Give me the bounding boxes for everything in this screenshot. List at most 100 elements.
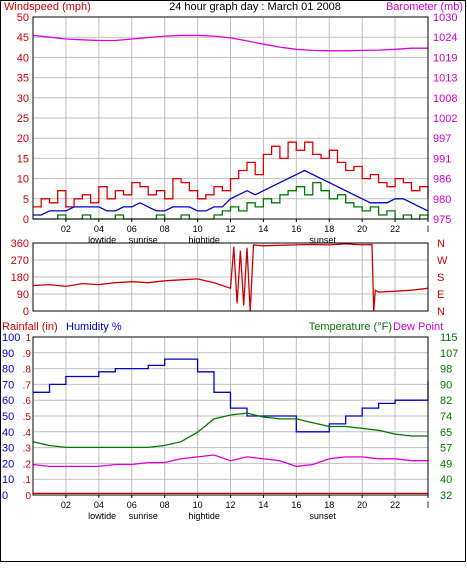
windspeed-tick-label: 30 (17, 93, 29, 105)
temperature-tick-label: 98 (440, 364, 452, 376)
rainfall-tick-label: .9 (23, 349, 32, 360)
barometer-tick-label: 991 (433, 153, 451, 165)
event-label-sunset: sunset (309, 511, 336, 521)
direction-tick-label: 90 (17, 289, 29, 301)
event-label-sunrise: sunrise (129, 235, 158, 245)
rainfall-tick-label: .5 (23, 412, 32, 423)
panel3-events: lowtide sunrise hightide sunset (88, 511, 336, 521)
direction-line (32, 243, 429, 312)
temperature-tick-label: 90 (440, 379, 452, 391)
humidity-temperature-panel: 0 .1 .2 .3 .4 .5 .6 .7 .8 .9 1 0 10 20 30 40 50 60 70 80 90… (2, 321, 458, 521)
barometer-tick-label: 997 (433, 133, 451, 145)
compass-label: N (437, 238, 445, 250)
wind_gust-line (33, 181, 429, 220)
barometer-axis: 975 980 986 991 997 1002 1008 1013 1019 1024 1030 (433, 12, 457, 226)
direction-tick-label: 270 (11, 255, 29, 267)
event-label-sunset: sunset (309, 235, 336, 245)
x-tick-label: 20 (357, 224, 367, 234)
windspeed-tick-label: 40 (17, 52, 29, 64)
x-tick-label: 04 (94, 500, 104, 510)
x-tick-label: 06 (127, 224, 137, 234)
temperature-tick-label: 74 (440, 411, 452, 423)
windspeed-axis-title: Windspeed (mph) (4, 1, 91, 13)
x-tick-label: 08 (160, 224, 170, 234)
barometer-tick-label: 1013 (433, 73, 457, 85)
event-label-hightide: hightide (188, 511, 220, 521)
x-tick-label: 22 (390, 500, 400, 510)
x-tick-label: 18 (324, 224, 334, 234)
humidity-tick-label: 70 (2, 379, 14, 391)
direction-tick-label: 360 (11, 238, 29, 250)
rainfall-tick-label: .2 (23, 459, 32, 470)
temperature-tick-label: 40 (440, 474, 452, 486)
rainfall-tick-label: .8 (23, 365, 32, 376)
windspeed-tick-label: 5 (23, 194, 29, 206)
windspeed-tick-label: 45 (17, 32, 29, 44)
x-tick-label: 12 (225, 224, 235, 234)
direction-tick-label: 180 (11, 272, 29, 284)
x-tick-label: 04 (94, 224, 104, 234)
rainfall-tick-label: .4 (23, 428, 32, 439)
humidity-tick-label: 0 (2, 490, 8, 502)
humidity-tick-label: 80 (2, 364, 14, 376)
direction-tick-label: 0 (23, 306, 29, 318)
temperature-tick-label: 82 (440, 395, 452, 407)
humidity-tick-label: 20 (2, 458, 14, 470)
barometer-tick-label: 1008 (433, 93, 457, 105)
wind_speed-line (33, 141, 429, 208)
event-label-lowtide: lowtide (88, 235, 116, 245)
barometer-axis-title: Barometer (mb) (386, 1, 463, 13)
graph-title: 24 hour graph day : March 01 2008 (169, 1, 341, 13)
windspeed-tick-label: 0 (23, 214, 29, 226)
rainfall-tick-label: 1 (25, 333, 31, 344)
x-tick-label: I (427, 224, 430, 234)
panel1-events: lowtide sunrise hightide sunset (88, 235, 336, 245)
x-tick-label: 02 (61, 224, 71, 234)
event-label-hightide: hightide (188, 235, 220, 245)
humidity-tick-label: 50 (2, 411, 14, 423)
humidity-tick-label: 60 (2, 395, 14, 407)
barometer-tick-label: 975 (433, 214, 451, 226)
barometer-line (32, 34, 428, 52)
humidity-tick-label: 10 (2, 474, 14, 486)
x-tick-label: 14 (258, 500, 268, 510)
rainfall-axis-title: Rainfall (in) (2, 321, 58, 333)
panel2-series (32, 243, 429, 312)
windspeed-tick-label: 15 (17, 153, 29, 165)
rainfall-tick-label: .7 (23, 380, 32, 391)
panel1-grid (33, 17, 429, 219)
panel2-grid (33, 243, 429, 311)
x-tick-label: 12 (225, 500, 235, 510)
humidity-tick-label: 100 (2, 332, 20, 344)
temperature-tick-label: 49 (440, 458, 452, 470)
x-tick-label: 18 (324, 500, 334, 510)
compass-label: N (437, 306, 445, 318)
barometer-tick-label: 1002 (433, 113, 457, 125)
x-tick-label: 22 (390, 224, 400, 234)
panel3-x-axis: 02 04 06 08 10 12 14 16 18 20 22 I (61, 495, 429, 510)
x-tick-label: 16 (291, 224, 301, 234)
temperature-tick-label: 65 (440, 427, 452, 439)
windspeed-tick-label: 20 (17, 133, 29, 145)
rainfall-tick-label: .1 (23, 475, 32, 486)
windspeed-tick-label: 10 (17, 174, 29, 186)
temperature-tick-label: 57 (440, 443, 452, 455)
windspeed-tick-label: 35 (17, 73, 29, 85)
rainfall-tick-label: 0 (25, 491, 31, 502)
barometer-tick-label: 1030 (433, 12, 457, 24)
x-tick-label: 16 (291, 500, 301, 510)
x-tick-label: 10 (193, 500, 203, 510)
compass-label: S (437, 272, 444, 284)
humidity-tick-label: 40 (2, 427, 14, 439)
dewpoint-line (32, 454, 428, 468)
panel3-series (32, 358, 429, 495)
panel1-series (32, 34, 429, 220)
x-tick-label: 02 (61, 500, 71, 510)
event-label-lowtide: lowtide (88, 511, 116, 521)
humidity-axis: 0 10 20 30 40 50 60 70 80 90 100 (2, 332, 20, 502)
panel2-border (32, 242, 429, 312)
windspeed-axis: 0 5 10 15 20 25 30 35 40 45 50 (17, 12, 29, 226)
